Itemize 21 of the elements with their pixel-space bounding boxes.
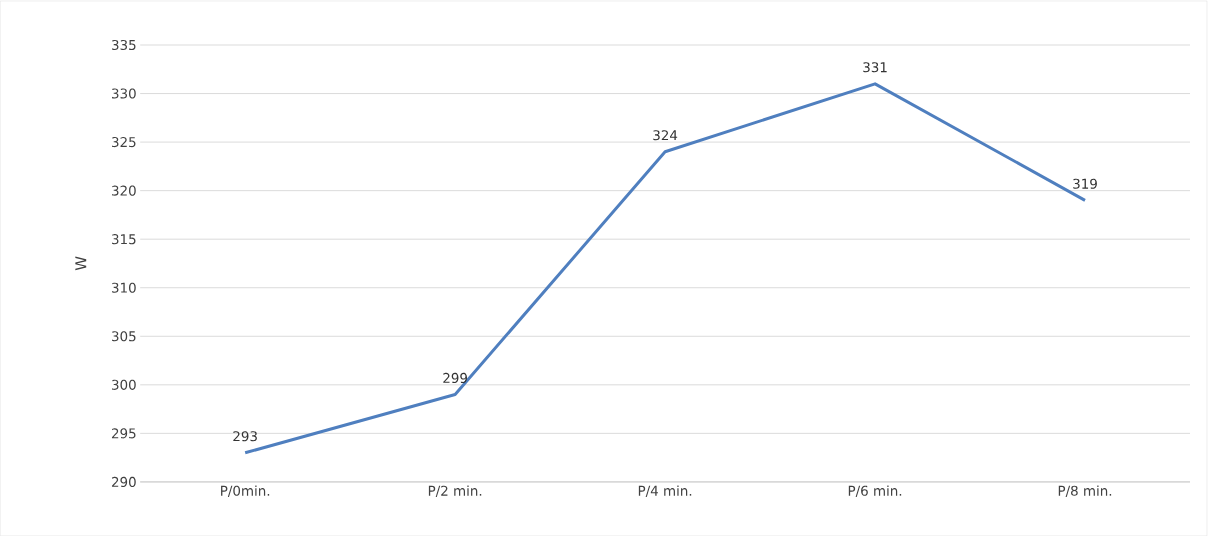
data-label: 324 [653, 130, 678, 141]
y-tick-label: 305 [112, 331, 136, 342]
y-tick-label: 315 [112, 234, 136, 245]
y-tick-label: 310 [112, 282, 136, 293]
y-tick-label: 290 [111, 476, 136, 487]
data-label: 299 [443, 372, 467, 383]
x-tick-label: P/0min. [221, 485, 270, 497]
y-tick-label: 330 [112, 88, 136, 99]
y-tick-label: 295 [111, 428, 136, 439]
x-tick-label: P/8 min. [1058, 485, 1112, 497]
y-tick-label: 335 [112, 39, 136, 51]
y-tick-label: 300 [112, 379, 136, 390]
data-label: 331 [863, 62, 887, 73]
x-tick-label: P/6 min. [848, 485, 902, 497]
y-tick-label: 325 [112, 136, 136, 148]
x-tick-label: P/2 min. [428, 485, 482, 497]
data-label: 293 [233, 431, 257, 442]
y-tick-label: 320 [112, 185, 136, 196]
data-label: 319 [1073, 178, 1097, 189]
y-axis-title: W [75, 256, 87, 271]
x-tick-label: P/4 min. [638, 485, 692, 497]
